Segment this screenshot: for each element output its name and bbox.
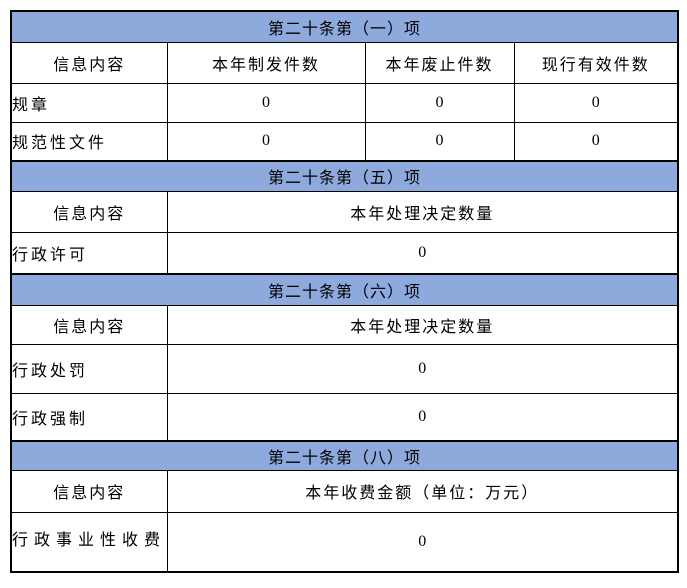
section-4-title: 第二十条第（八）项 bbox=[10, 440, 679, 471]
section-1-col-effective: 现行有效件数 bbox=[513, 41, 679, 84]
value-cell: 0 bbox=[166, 343, 679, 394]
row-label-administrative-licensing: 行政许可 bbox=[10, 231, 168, 275]
disclosure-report-table: 第二十条第（一）项 信息内容 本年制发件数 本年废止件数 现行有效件数 规章 0… bbox=[10, 10, 680, 573]
section-1-column-header-row: 信息内容 本年制发件数 本年废止件数 现行有效件数 bbox=[10, 41, 679, 84]
table-row: 行政强制 0 bbox=[10, 392, 679, 442]
section-4-col-fees: 本年收费金额（单位：万元） bbox=[166, 469, 679, 513]
value-cell: 0 bbox=[513, 121, 679, 162]
table-row: 行政处罚 0 bbox=[10, 343, 679, 394]
section-2-column-header-row: 信息内容 本年处理决定数量 bbox=[10, 190, 679, 233]
section-4-header-row: 第二十条第（八）项 bbox=[10, 440, 679, 471]
table-row: 规范性文件 0 0 0 bbox=[10, 121, 679, 162]
section-3-col-decisions: 本年处理决定数量 bbox=[166, 304, 679, 345]
row-label-administrative-penalty: 行政处罚 bbox=[10, 343, 168, 394]
row-label-rules: 规章 bbox=[10, 82, 168, 123]
section-1-col-issued: 本年制发件数 bbox=[166, 41, 366, 84]
section-1-title: 第二十条第（一）项 bbox=[10, 10, 679, 43]
section-2-col-decisions: 本年处理决定数量 bbox=[166, 190, 679, 233]
table-row: 行政事业性收费 0 bbox=[10, 511, 679, 573]
section-3-header-row: 第二十条第（六）项 bbox=[10, 273, 679, 306]
section-4-col-info: 信息内容 bbox=[10, 469, 168, 513]
row-label-administrative-fees: 行政事业性收费 bbox=[10, 511, 168, 573]
section-1-col-repealed: 本年废止件数 bbox=[364, 41, 515, 84]
value-cell: 0 bbox=[364, 82, 515, 123]
value-cell: 0 bbox=[166, 511, 679, 573]
section-4-column-header-row: 信息内容 本年收费金额（单位：万元） bbox=[10, 469, 679, 513]
section-3-title: 第二十条第（六）项 bbox=[10, 273, 679, 306]
value-cell: 0 bbox=[166, 392, 679, 442]
row-label-normative-documents: 规范性文件 bbox=[10, 121, 168, 162]
value-cell: 0 bbox=[166, 82, 366, 123]
section-1-col-info: 信息内容 bbox=[10, 41, 168, 84]
section-3-column-header-row: 信息内容 本年处理决定数量 bbox=[10, 304, 679, 345]
table-row: 规章 0 0 0 bbox=[10, 82, 679, 123]
section-2-title: 第二十条第（五）项 bbox=[10, 160, 679, 192]
section-2-col-info: 信息内容 bbox=[10, 190, 168, 233]
value-cell: 0 bbox=[364, 121, 515, 162]
value-cell: 0 bbox=[166, 121, 366, 162]
value-cell: 0 bbox=[513, 82, 679, 123]
value-cell: 0 bbox=[166, 231, 679, 275]
section-2-header-row: 第二十条第（五）项 bbox=[10, 160, 679, 192]
table-row: 行政许可 0 bbox=[10, 231, 679, 275]
section-1-header-row: 第二十条第（一）项 bbox=[10, 10, 679, 43]
section-3-col-info: 信息内容 bbox=[10, 304, 168, 345]
row-label-administrative-coercion: 行政强制 bbox=[10, 392, 168, 442]
